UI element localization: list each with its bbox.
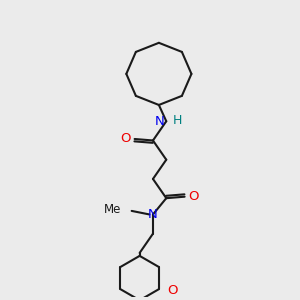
Text: N: N <box>148 208 158 221</box>
Text: O: O <box>121 132 131 145</box>
Text: H: H <box>173 114 182 127</box>
Text: Me: Me <box>104 203 121 216</box>
Text: O: O <box>167 284 178 297</box>
Text: N: N <box>155 115 165 128</box>
Text: O: O <box>188 190 199 202</box>
